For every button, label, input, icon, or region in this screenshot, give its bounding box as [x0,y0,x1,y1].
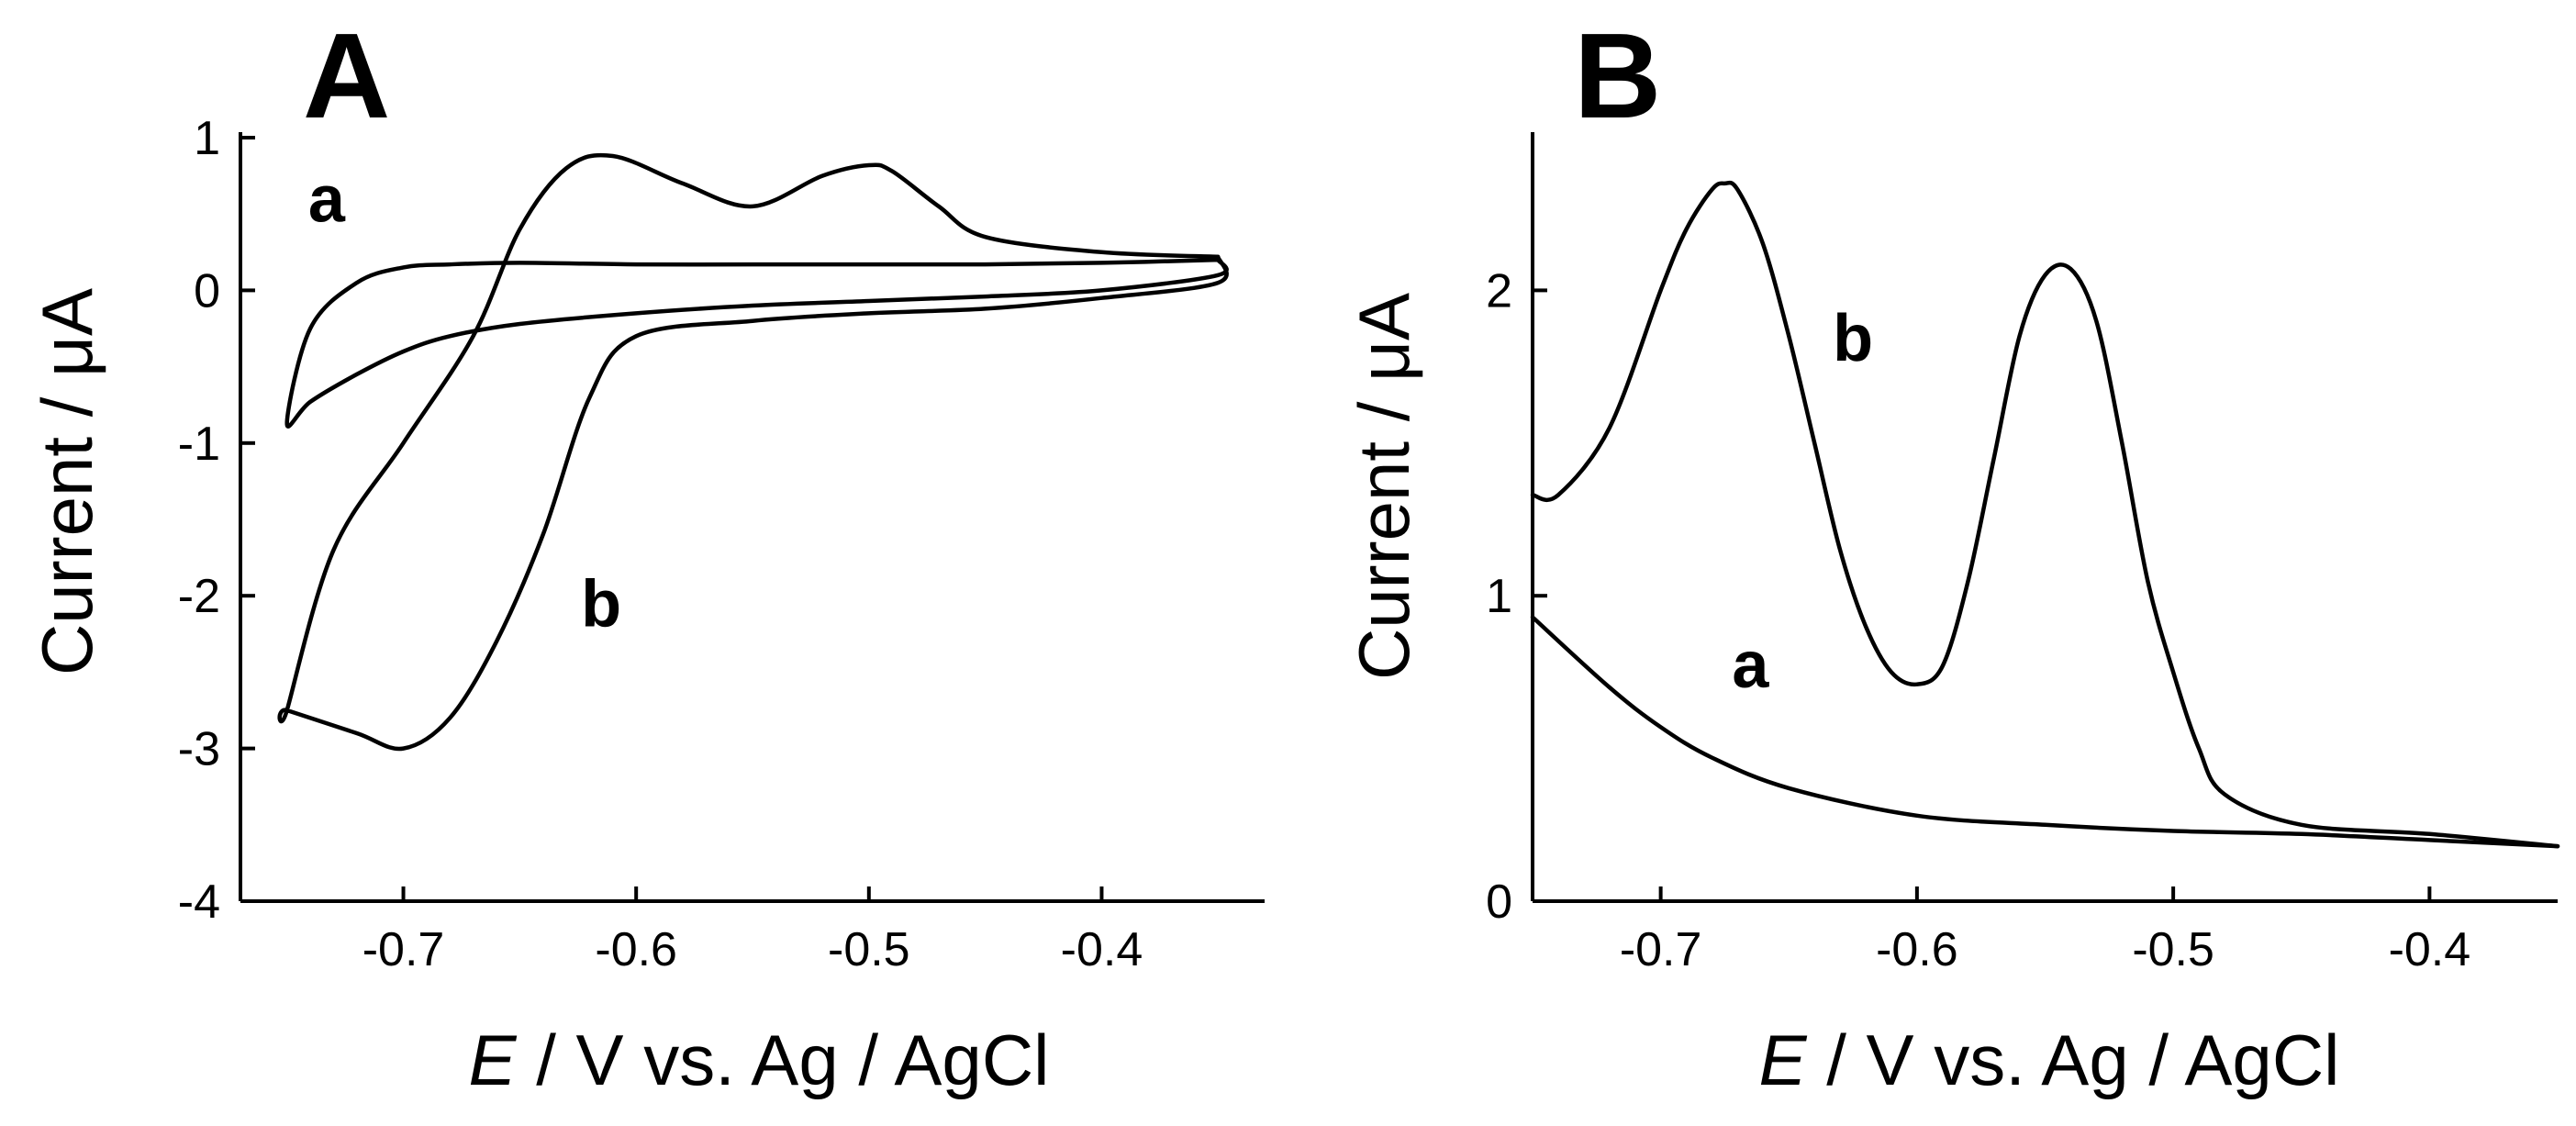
panel-a-y-tick-label: -1 [178,418,220,471]
panel-b-x-tick-label: -0.7 [1620,923,1702,976]
panel-b-axes [1531,132,2558,903]
panel-b-x-tick-label: -0.5 [2132,923,2214,976]
panel-a-ticks: 1 0 -1 -2 -3 -4 -0.7 -0.6 -0.5 -0.4 [178,112,1143,976]
panel-a: A 10-1-2-3-4-0.7 -0.6 -0.5 -0.4 ab Current … [27,8,1265,1100]
panel-b-curve-a [1530,615,2560,849]
panel-b-curve-b [1530,180,2560,849]
panel-a-curve-a [284,257,1229,429]
panel-a-y-tick-label: -2 [178,570,220,623]
panel-b-y-axis-title: Current / μA [1344,293,1424,680]
panel-b-y-tick-label: 2 [1486,264,1512,318]
panel-a-y-axis-title: Current / μA [27,288,107,675]
panel-b-x-axis-title-italic: E [1759,1020,1808,1100]
panel-b-series-label-a: a [1732,629,1769,702]
panel-b: B 012-0.7 -0.6 -0.5 -0.4 ab Current / μA E … [1344,8,2560,1100]
panel-a-curve-b [277,152,1229,752]
panel-a-axes [239,132,1265,903]
panel-a-x-axis-title-italic: E [469,1020,518,1100]
panel-a-y-tick-label: 1 [194,112,220,165]
panel-b-x-axis-title: E / V vs. Ag / AgCl [1759,1020,2340,1100]
panel-b-x-tick-label: -0.4 [2389,923,2471,976]
panel-b-x-tick-label: -0.6 [1876,923,1958,976]
panel-b-series-label-b: b [1833,302,1873,375]
panel-a-x-tick-label: -0.7 [362,923,445,976]
panel-b-x-axis-title-rest: / V vs. Ag / AgCl [1807,1020,2340,1100]
panel-a-y-tick-label: 0 [194,264,220,318]
panel-a-x-tick-label: -0.6 [595,923,677,976]
panel-a-letter: A [303,8,390,143]
panel-b-letter: B [1574,8,1661,143]
panel-a-y-tick-label: -4 [178,875,220,929]
panel-a-series-label-b: b [581,567,621,641]
panel-a-x-axis-title-rest: / V vs. Ag / AgCl [517,1020,1050,1100]
panel-b-ticks: 0 1 2 -0.7 -0.6 -0.5 -0.4 [1486,264,2470,976]
panel-a-x-tick-label: -0.5 [828,923,910,976]
panel-a-series-label-a: a [308,163,346,237]
panel-b-y-tick-label: 0 [1486,875,1512,929]
panel-b-y-tick-label: 1 [1486,570,1512,623]
panel-a-y-tick-label: -3 [178,723,220,776]
panel-a-curves: ab [277,152,1229,752]
panel-a-x-tick-label: -0.4 [1061,923,1143,976]
panel-a-x-axis-title: E / V vs. Ag / AgCl [469,1020,1050,1100]
panel-b-curves: ab [1530,180,2560,849]
